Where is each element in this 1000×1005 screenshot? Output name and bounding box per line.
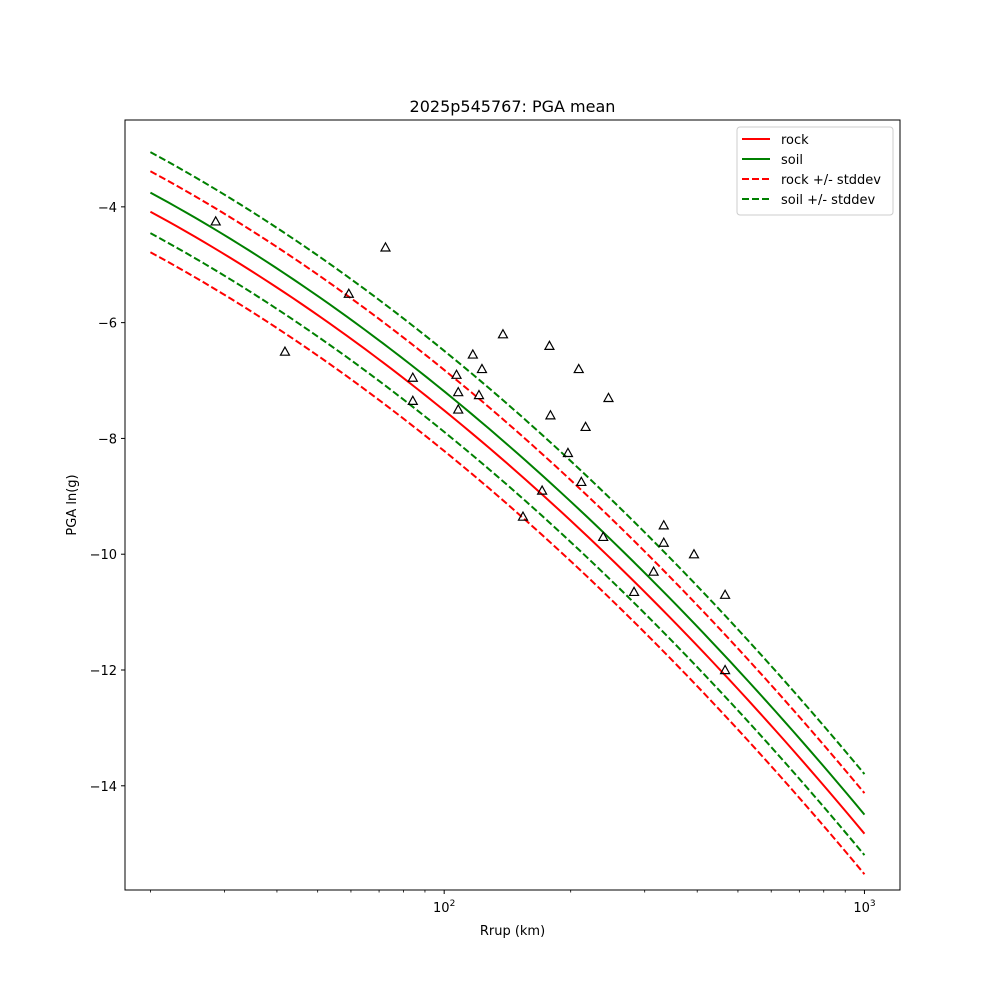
x-axis-label: Rrup (km) — [480, 924, 545, 939]
observation-point — [473, 389, 485, 400]
legend-box — [736, 126, 894, 216]
legend-label: rock +/- stddev — [781, 173, 881, 188]
axis-ticks: −4 −6 −8 −10 −12 −14 102 103 — [90, 201, 876, 916]
observation-point — [467, 348, 479, 359]
observation-point — [597, 531, 609, 542]
observation-point — [544, 409, 556, 420]
observation-point — [451, 369, 463, 379]
observation-point — [628, 586, 640, 597]
observation-point — [210, 215, 222, 226]
y-tick-label: −4 — [98, 201, 117, 216]
observation-point — [452, 386, 464, 397]
observation-point — [688, 548, 700, 559]
observation-point — [602, 392, 614, 403]
legend-label: rock — [781, 133, 809, 148]
series-line-series-5-5 — [149, 232, 866, 856]
observation-point — [517, 510, 529, 521]
observation-point — [719, 589, 731, 599]
legend-label: soil +/- stddev — [781, 193, 876, 208]
observation-point — [407, 371, 419, 382]
x-tick-label: 103 — [853, 899, 875, 916]
y-tick-label: −8 — [98, 432, 117, 447]
observation-point — [719, 664, 731, 675]
observation-point — [573, 363, 585, 374]
observation-point — [658, 519, 670, 530]
plot-area — [149, 151, 866, 875]
observation-point — [536, 484, 548, 495]
y-tick-label: −12 — [90, 664, 117, 679]
observation-point — [452, 403, 464, 414]
series-line-soil-1 — [149, 191, 866, 816]
series-line-rock-stddev-2 — [149, 170, 866, 794]
axes-frame — [124, 119, 901, 891]
legend-label: soil — [781, 153, 803, 168]
chart-title: 2025p545767: PGA mean — [410, 97, 616, 116]
y-axis-label: PGA ln(g) — [65, 474, 80, 535]
series-line-soil-stddev-4 — [149, 151, 866, 775]
observation-point — [562, 447, 574, 458]
observation-point — [543, 340, 555, 350]
y-tick-label: −14 — [90, 780, 117, 795]
observation-point — [575, 476, 587, 487]
observation-point — [658, 536, 670, 547]
observation-point — [343, 287, 355, 298]
observation-point — [648, 565, 660, 576]
observation-point — [580, 421, 592, 432]
observation-point — [497, 328, 509, 339]
observation-point — [407, 395, 419, 405]
x-tick-label: 102 — [433, 899, 455, 916]
legend: rock soil rock +/- stddev soil +/- stddev — [736, 126, 894, 216]
y-tick-label: −10 — [90, 548, 117, 563]
y-tick-label: −6 — [98, 317, 117, 332]
observation-point — [476, 363, 488, 374]
observation-point — [379, 241, 392, 252]
series-line-series-3-3 — [149, 251, 866, 875]
series-line-rock-0 — [149, 210, 866, 835]
observation-point — [279, 345, 291, 356]
